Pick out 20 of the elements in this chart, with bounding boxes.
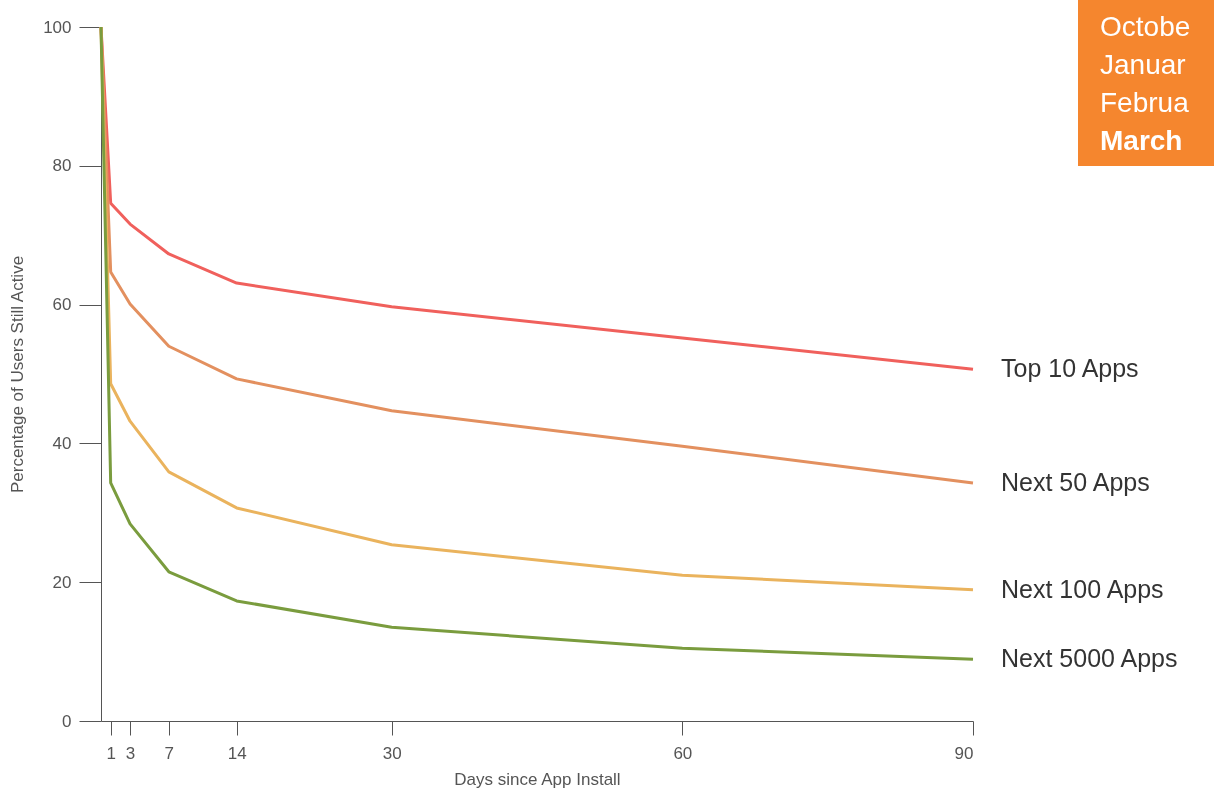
x-tick-label: 14 [227,743,247,763]
menu-panel: Octobe Januar Februa March [1078,0,1214,166]
x-tick-label: 90 [954,743,974,763]
y-tick-label: 20 [52,572,72,592]
y-axis-title: Percentage of Users Still Active [8,255,28,494]
x-axis-title: Days since App Install [454,769,621,789]
y-tick-label: 60 [52,295,72,315]
y-tick-label: 100 [43,17,72,37]
x-tick-label: 7 [164,743,175,763]
series-label: Next 100 Apps [1001,574,1164,603]
y-tick-label: 80 [52,156,72,176]
y-tick-label: 40 [52,433,72,453]
series-label: Next 5000 Apps [1001,644,1178,673]
y-tick-label: 0 [62,711,72,731]
x-tick-label: 60 [673,743,693,763]
series-label: Next 50 Apps [1001,467,1150,496]
x-tick-label: 1 [106,743,116,763]
x-tick-label: 3 [125,743,136,763]
x-tick-label: 30 [382,743,402,763]
series-label: Top 10 Apps [1001,354,1139,383]
